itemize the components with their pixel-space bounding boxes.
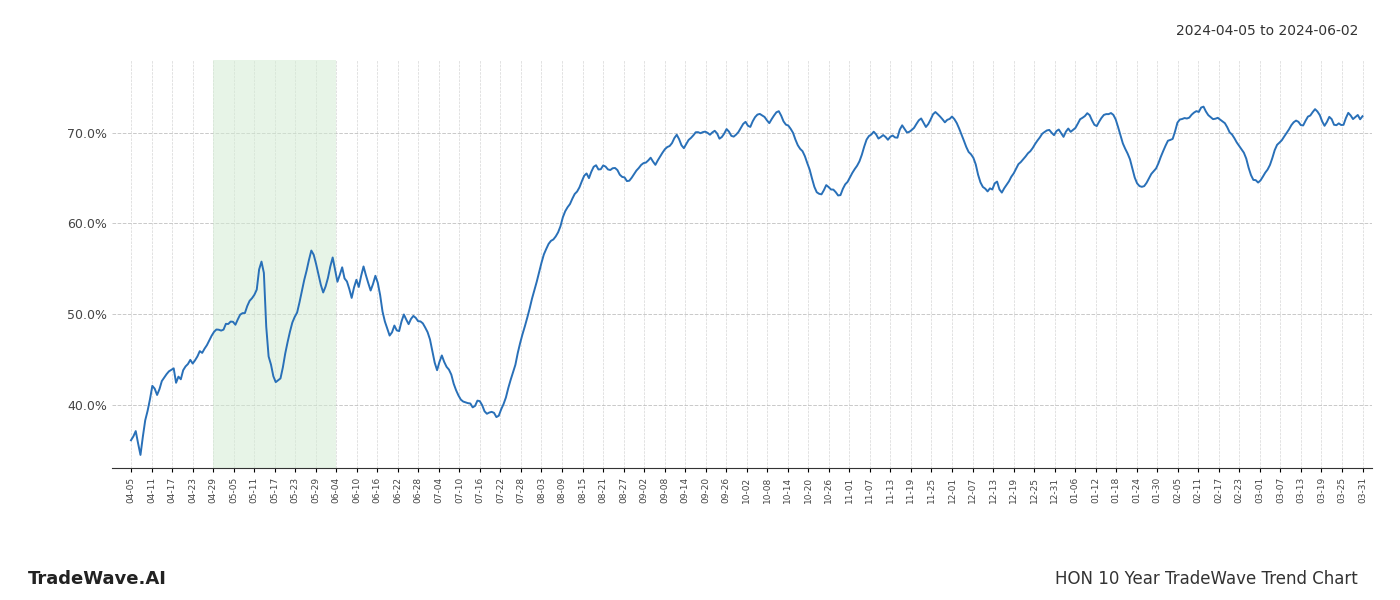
Text: TradeWave.AI: TradeWave.AI: [28, 570, 167, 588]
Text: 2024-04-05 to 2024-06-02: 2024-04-05 to 2024-06-02: [1176, 24, 1358, 38]
Text: HON 10 Year TradeWave Trend Chart: HON 10 Year TradeWave Trend Chart: [1056, 570, 1358, 588]
Bar: [213, 60, 336, 468]
